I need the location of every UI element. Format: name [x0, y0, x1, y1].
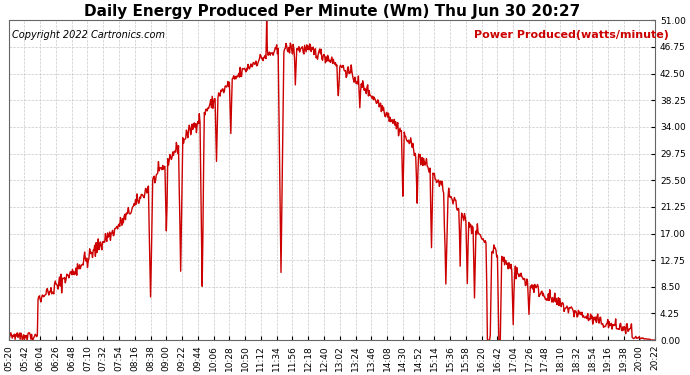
Title: Daily Energy Produced Per Minute (Wm) Thu Jun 30 20:27: Daily Energy Produced Per Minute (Wm) Th… [83, 4, 580, 19]
Text: Power Produced(watts/minute): Power Produced(watts/minute) [474, 30, 669, 40]
Text: Copyright 2022 Cartronics.com: Copyright 2022 Cartronics.com [12, 30, 165, 40]
